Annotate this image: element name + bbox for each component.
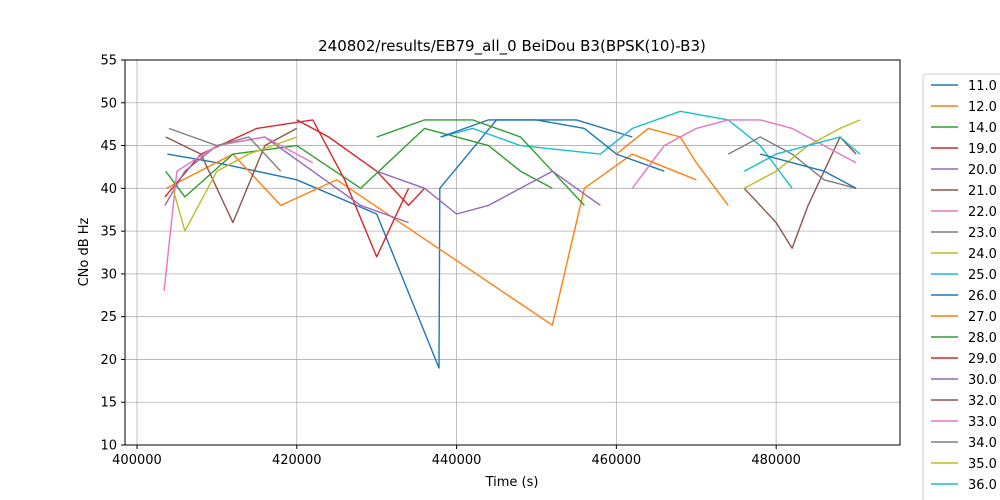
series-line-12-0 xyxy=(166,153,697,326)
series-line-20-0 xyxy=(164,136,409,224)
legend-entry: 28.0 xyxy=(968,331,997,346)
legend-entry: 21.0 xyxy=(968,184,997,199)
series-line-29-0 xyxy=(296,119,426,207)
series-line-24-0 xyxy=(172,136,298,232)
legend-entry: 35.0 xyxy=(968,457,997,472)
grid-lines xyxy=(125,59,900,446)
x-tick-label: 440000 xyxy=(432,453,482,468)
legend-entry: 20.0 xyxy=(968,163,997,178)
series-line-21-0 xyxy=(165,127,298,224)
legend-entry: 19.0 xyxy=(968,142,997,157)
legend-entry: 32.0 xyxy=(968,394,997,409)
legend-entry: 14.0 xyxy=(968,121,997,136)
y-axis-label: CNo dB Hz xyxy=(77,217,92,286)
x-tick-label: 460000 xyxy=(592,453,642,468)
y-tick-label: 35 xyxy=(100,225,117,240)
series-line-23-0 xyxy=(168,127,282,172)
y-tick-label: 20 xyxy=(100,353,117,368)
legend-entry: 27.0 xyxy=(968,310,997,325)
series-line-14-0 xyxy=(165,127,553,198)
chart-title: 240802/results/EB79_all_0 BeiDou B3(BPSK… xyxy=(318,37,706,56)
series-line-28-0 xyxy=(376,119,585,206)
y-tick-label: 55 xyxy=(100,54,117,69)
y-axis-ticks: 10 15 20 25 30 35 40 45 50 55 xyxy=(100,54,125,454)
legend-entry: 22.0 xyxy=(968,205,997,220)
y-tick-label: 30 xyxy=(100,267,117,282)
legend-entry: 23.0 xyxy=(968,226,997,241)
series-lines xyxy=(163,110,861,369)
legend-entry: 29.0 xyxy=(968,352,997,367)
series-line-11-0 xyxy=(167,119,633,369)
series-line-34-0 xyxy=(727,136,857,189)
series-line-25-0 xyxy=(440,110,793,189)
series-line-27-0 xyxy=(615,127,729,206)
legend-entry: 25.0 xyxy=(968,268,997,283)
y-tick-label: 10 xyxy=(100,439,117,454)
legend: 11.0 12.0 14.0 19.0 20.0 21.0 22.0 23.0 24.0 25.0… xyxy=(922,73,1000,500)
legend-entry: 26.0 xyxy=(968,289,997,304)
x-tick-label: 400000 xyxy=(112,453,162,468)
series-line-36-0 xyxy=(743,136,861,172)
series-line-30-0 xyxy=(376,170,601,215)
legend-box xyxy=(922,73,1000,500)
x-tick-label: 420000 xyxy=(272,453,322,468)
legend-entry: 34.0 xyxy=(968,436,997,451)
plot-frame xyxy=(124,59,901,446)
legend-entry: 33.0 xyxy=(968,415,997,430)
legend-entry: 24.0 xyxy=(968,247,997,262)
x-tick-label: 480000 xyxy=(751,453,801,468)
y-tick-label: 40 xyxy=(100,182,117,197)
legend-entry: 11.0 xyxy=(968,79,997,94)
y-tick-label: 25 xyxy=(100,310,117,325)
legend-entry: 12.0 xyxy=(968,100,997,115)
y-tick-label: 50 xyxy=(100,96,117,111)
x-axis-ticks: 400000 420000 440000 460000 480000 xyxy=(112,445,801,468)
y-tick-label: 45 xyxy=(100,139,117,154)
legend-entry: 30.0 xyxy=(968,373,997,388)
x-axis-label: Time (s) xyxy=(485,475,539,490)
series-line-37-0 xyxy=(760,153,857,189)
y-tick-label: 15 xyxy=(100,396,117,411)
legend-entry: 36.0 xyxy=(968,478,997,493)
